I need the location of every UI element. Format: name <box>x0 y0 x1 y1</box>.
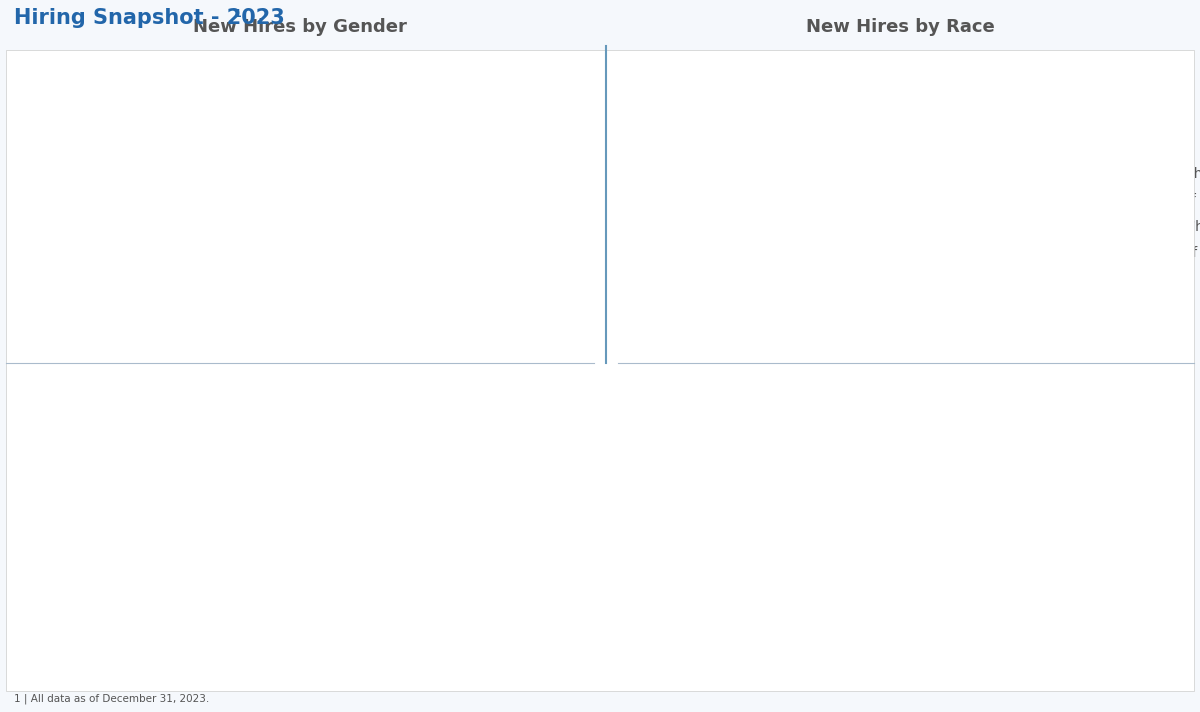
Wedge shape <box>175 88 300 318</box>
Wedge shape <box>900 214 952 339</box>
Ellipse shape <box>187 342 413 373</box>
Text: 10.3%: 10.3% <box>234 361 282 375</box>
Text: 43.3%: 43.3% <box>1033 173 1081 187</box>
Text: 11.6%: 11.6% <box>332 57 382 70</box>
Wedge shape <box>300 120 425 339</box>
Wedge shape <box>300 88 384 214</box>
Legend: Northern White, Northern Of Color, Southern White, Southern Of Color: Northern White, Northern Of Color, South… <box>1088 162 1200 265</box>
Wedge shape <box>230 214 307 339</box>
Text: 5.8%: 5.8% <box>918 362 958 377</box>
Text: 1: 1 <box>234 9 241 19</box>
Text: 3.1%: 3.1% <box>584 389 623 403</box>
Legend: Northern Female, Northern Male, Southern Female, Southern Male: Northern Female, Northern Male, Southern… <box>488 162 636 265</box>
Wedge shape <box>510 419 593 530</box>
Text: 40.6%: 40.6% <box>122 160 170 174</box>
Text: 29.5%: 29.5% <box>754 310 802 324</box>
Title: New Hires by Business Unit: New Hires by Business Unit <box>371 331 649 350</box>
Text: 21.4%: 21.4% <box>776 81 824 95</box>
Wedge shape <box>900 88 1025 328</box>
Wedge shape <box>510 402 572 530</box>
Text: 8.1%: 8.1% <box>532 365 571 379</box>
Title: New Hires by Race: New Hires by Race <box>805 18 995 36</box>
Wedge shape <box>778 88 900 214</box>
Title: New Hires by Gender: New Hires by Gender <box>193 18 407 36</box>
Text: 88.8%: 88.8% <box>430 677 478 691</box>
Text: Hiring Snapshot - 2023: Hiring Snapshot - 2023 <box>14 8 286 28</box>
Text: 37.5%: 37.5% <box>427 259 475 273</box>
Wedge shape <box>775 186 907 339</box>
Wedge shape <box>382 402 638 659</box>
Legend: Corporate, Timberlands & Real Estate, Wood Products: Corporate, Timberlands & Real Estate, Wo… <box>703 493 916 568</box>
Ellipse shape <box>787 342 1013 373</box>
Ellipse shape <box>395 662 625 693</box>
Text: 1 | All data as of December 31, 2023.: 1 | All data as of December 31, 2023. <box>14 694 210 704</box>
